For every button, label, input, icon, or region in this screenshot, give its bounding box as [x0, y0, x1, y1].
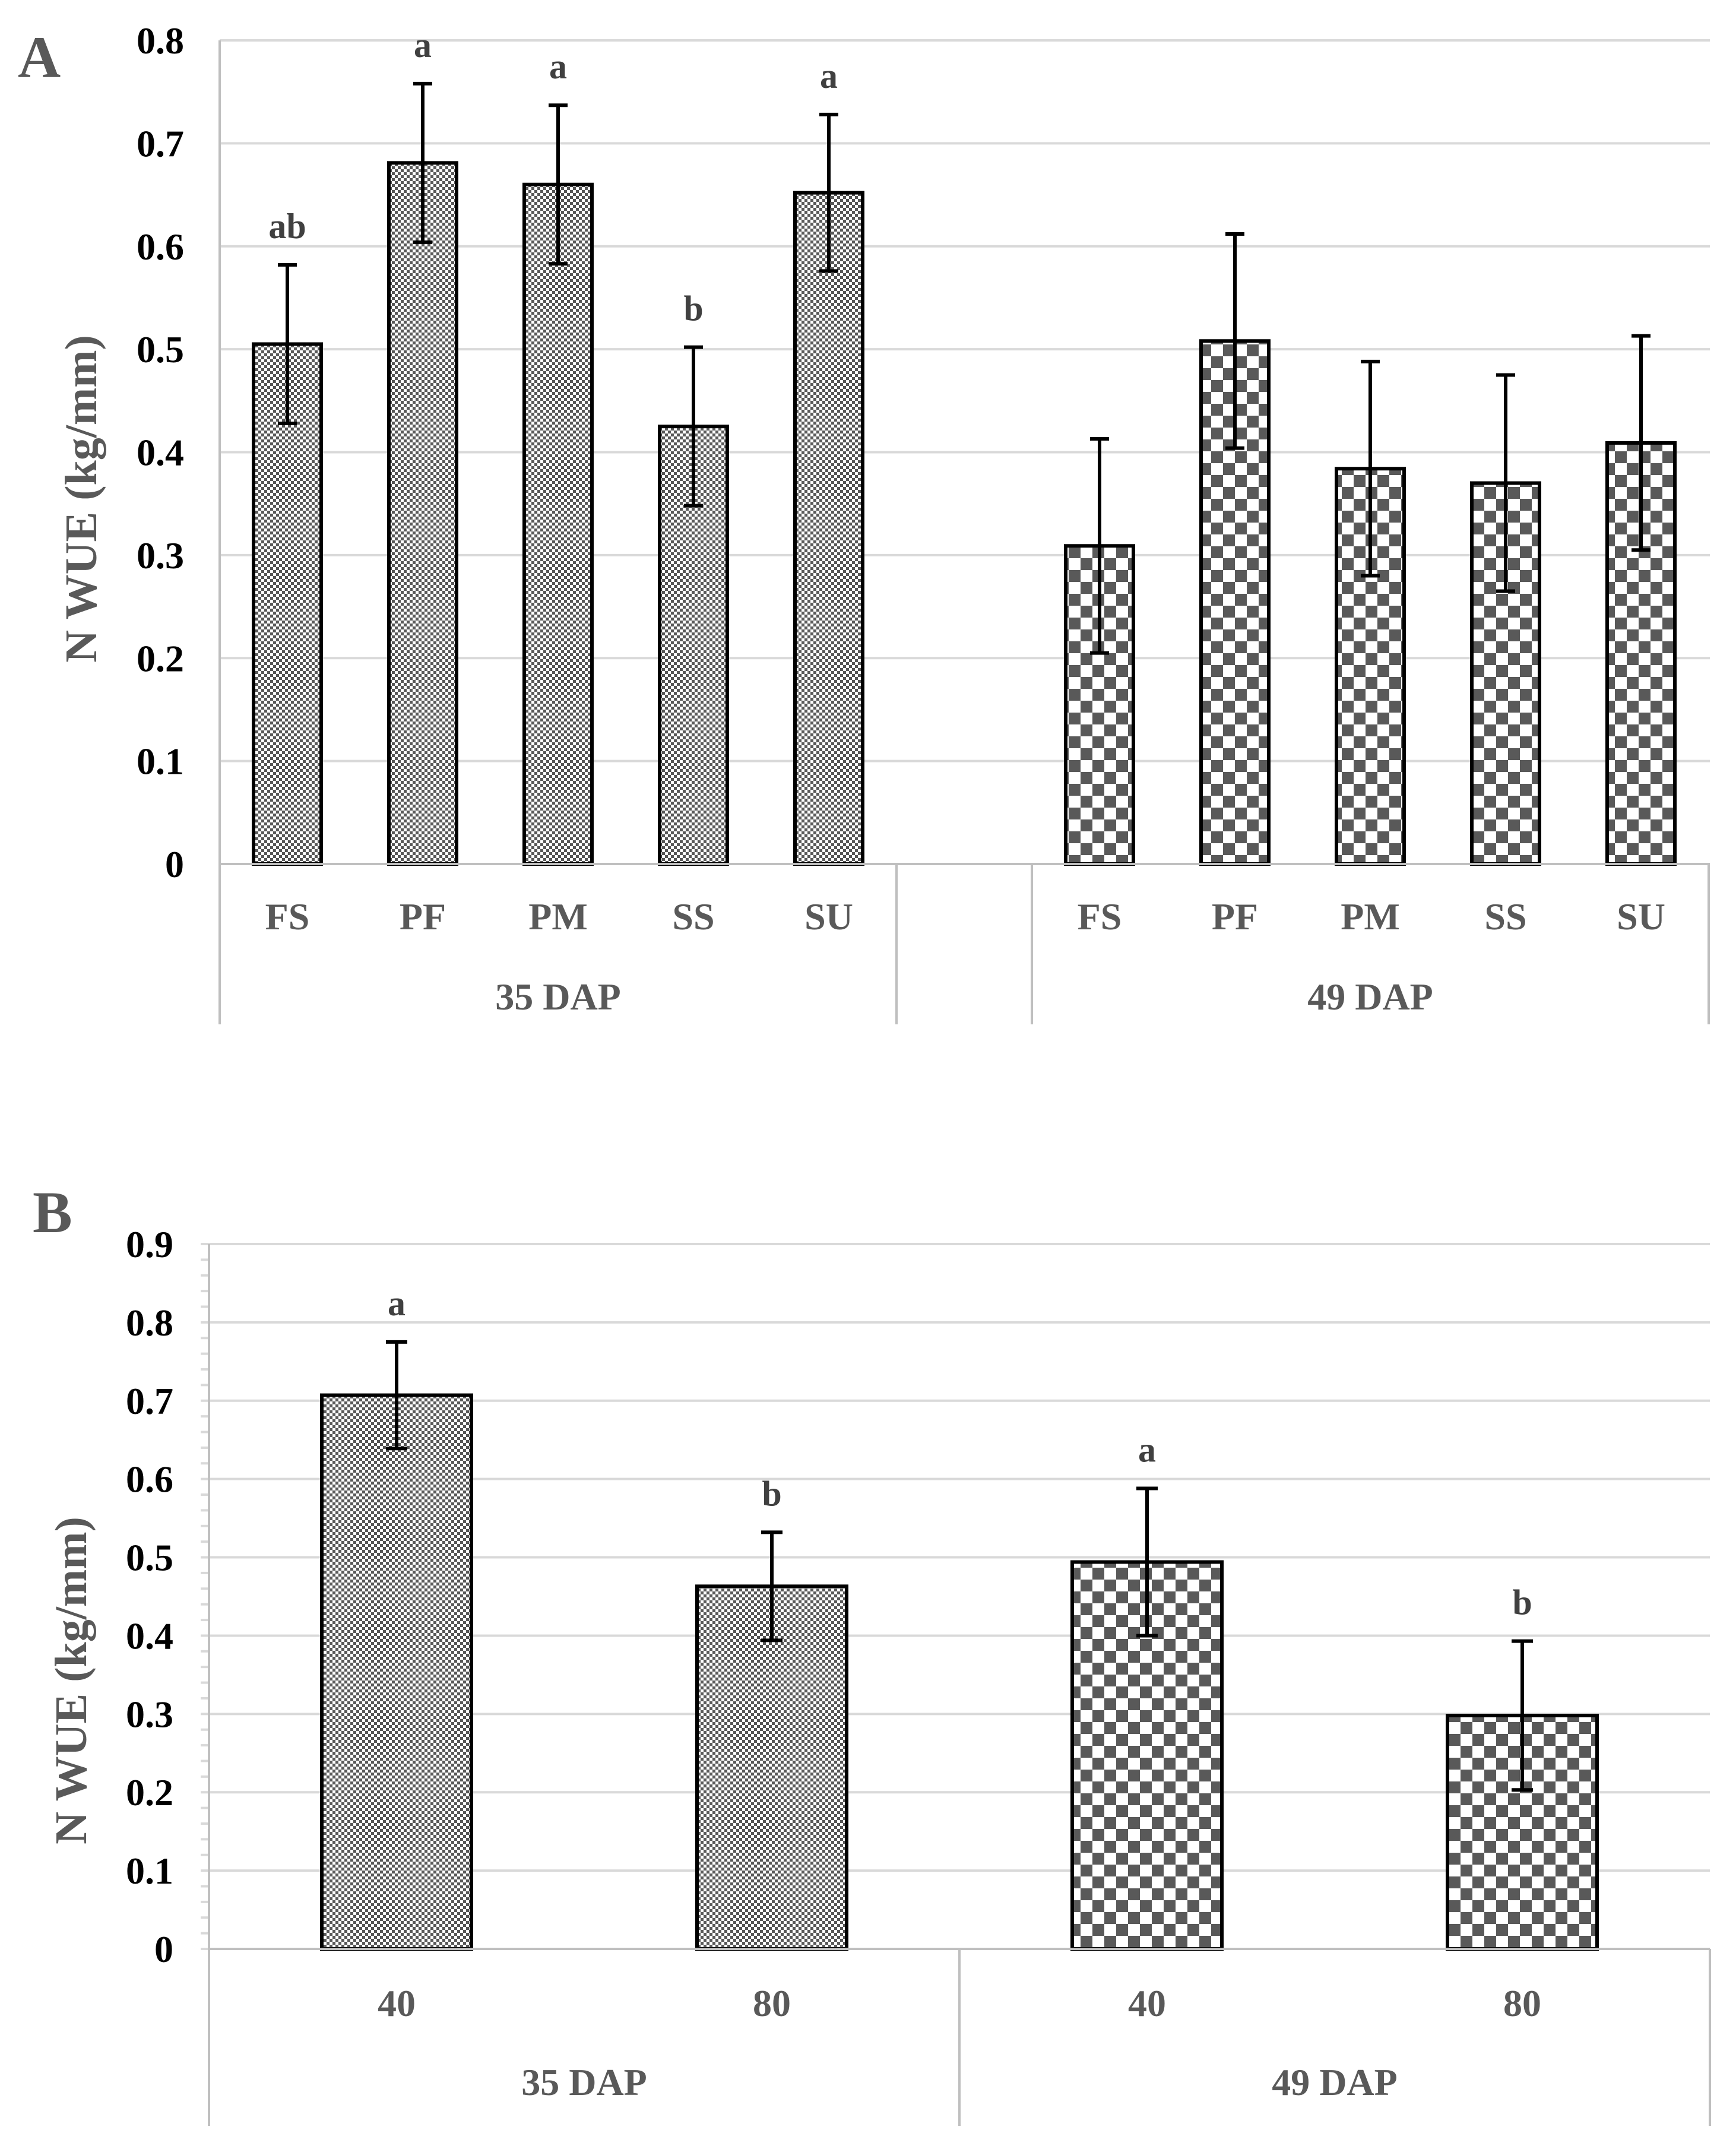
category-label: 40 — [378, 1982, 416, 2024]
y-tick-label: 0.5 — [137, 328, 184, 371]
y-tick-label: 0.9 — [126, 1223, 173, 1265]
category-label: SU — [1617, 895, 1665, 938]
y-tick-label: 0 — [165, 843, 184, 885]
panel-a-chart: A 0 0.1 0.2 0.3 0.4 0.5 0.6 0.7 0.8 N WUE (kg/mm… — [18, 20, 1710, 1024]
panel-a-label: A — [18, 24, 61, 90]
significance-letter: a — [388, 1284, 406, 1323]
y-tick-label: 0.4 — [137, 432, 184, 474]
category-label: 80 — [1503, 1982, 1541, 2024]
y-tick-label: 0.2 — [137, 637, 184, 679]
y-tick-label: 0.8 — [126, 1302, 173, 1344]
panel-a-y-axis-title: N WUE (kg/mm) — [56, 335, 106, 663]
y-tick-label: 0.8 — [137, 20, 184, 62]
category-label: SS — [1484, 895, 1526, 938]
significance-letter: ab — [268, 207, 306, 246]
significance-letter: b — [762, 1474, 781, 1513]
group-label: 35 DAP — [521, 2061, 647, 2103]
category-label: FS — [1078, 895, 1122, 938]
y-tick-label: 0.5 — [126, 1537, 173, 1579]
bar — [387, 161, 458, 866]
y-tick-label: 0.6 — [137, 226, 184, 268]
y-tick-label: 0.1 — [126, 1850, 173, 1892]
significance-letter: a — [1138, 1430, 1156, 1469]
panel-b-bars: a b a b — [320, 1284, 1599, 1951]
group-label: 35 DAP — [495, 976, 621, 1018]
significance-letter: a — [414, 26, 432, 65]
y-tick-label: 0.1 — [137, 740, 184, 783]
category-label: 80 — [753, 1982, 791, 2024]
panel-b-chart: B 0 0.1 0.2 0.3 0.4 0.5 0.6 0.7 0.8 0.9 N WUE (kg… — [33, 1179, 1711, 2126]
category-label: PF — [1212, 895, 1258, 938]
significance-letter: a — [549, 47, 567, 86]
category-label: SS — [672, 895, 714, 938]
significance-letter: a — [820, 56, 838, 96]
panel-a-y-tick-labels: 0 0.1 0.2 0.3 0.4 0.5 0.6 0.7 0.8 — [137, 20, 184, 885]
y-tick-label: 0.7 — [126, 1380, 173, 1422]
bar — [522, 182, 594, 866]
group-label: 49 DAP — [1307, 976, 1433, 1018]
panel-b-y-tick-labels: 0 0.1 0.2 0.3 0.4 0.5 0.6 0.7 0.8 0.9 — [126, 1223, 173, 1970]
category-label: PF — [400, 895, 446, 938]
bar — [695, 1584, 848, 1951]
y-tick-label: 0.4 — [126, 1615, 173, 1657]
bar — [793, 191, 864, 866]
y-tick-label: 0.7 — [137, 122, 184, 164]
y-tick-label: 0.3 — [126, 1693, 173, 1735]
category-label: FS — [265, 895, 310, 938]
y-tick-label: 0.2 — [126, 1771, 173, 1814]
y-tick-label: 0.3 — [137, 534, 184, 577]
significance-letter: b — [683, 289, 703, 328]
panel-b-label: B — [33, 1179, 72, 1245]
y-tick-label: 0 — [154, 1928, 173, 1970]
panel-b-y-axis-title: N WUE (kg/mm) — [46, 1517, 96, 1844]
category-label: 40 — [1128, 1982, 1166, 2024]
bar — [320, 1393, 473, 1951]
group-label: 49 DAP — [1272, 2061, 1398, 2103]
panel-a-gridlines — [218, 39, 1710, 864]
panel-a-category-axis: FS PF PM SS SU FS PF PM SS SU 35 DAP 49 DAP — [218, 863, 1710, 1024]
category-label: SU — [804, 895, 853, 938]
significance-letter: b — [1512, 1583, 1532, 1622]
panel-b-category-axis: 40 80 40 80 35 DAP 49 DAP — [208, 1948, 1711, 2126]
y-tick-label: 0.6 — [126, 1458, 173, 1501]
category-label: PM — [1341, 895, 1400, 938]
category-label: PM — [528, 895, 588, 938]
